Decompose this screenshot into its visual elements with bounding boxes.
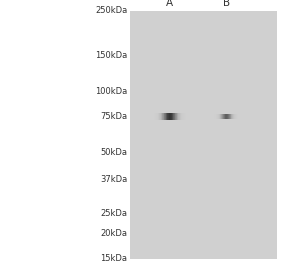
Bar	[168, 113, 169, 120]
Text: 25kDa: 25kDa	[100, 209, 127, 218]
Text: 50kDa: 50kDa	[100, 148, 127, 157]
Text: 100kDa: 100kDa	[95, 87, 127, 96]
Text: 250kDa: 250kDa	[95, 6, 127, 15]
Bar	[227, 114, 228, 120]
Text: 75kDa: 75kDa	[100, 112, 127, 121]
Bar	[158, 113, 159, 120]
Bar	[233, 114, 234, 120]
Bar	[187, 113, 188, 120]
Text: 150kDa: 150kDa	[95, 51, 127, 60]
Bar	[155, 113, 156, 120]
Bar	[160, 113, 161, 120]
Bar	[218, 114, 219, 120]
Text: 15kDa: 15kDa	[100, 254, 127, 263]
Bar	[171, 113, 172, 120]
Text: 37kDa: 37kDa	[100, 175, 127, 183]
Bar	[151, 113, 152, 120]
Bar	[216, 114, 217, 120]
Bar	[234, 114, 235, 120]
Bar	[153, 113, 154, 120]
Bar	[219, 114, 220, 120]
Bar	[225, 114, 226, 120]
Bar	[180, 113, 181, 120]
Bar	[186, 113, 187, 120]
Bar	[228, 114, 229, 120]
Bar	[236, 114, 237, 120]
Bar	[185, 113, 186, 120]
Bar	[178, 113, 179, 120]
Bar	[181, 113, 182, 120]
Bar	[217, 114, 218, 120]
Bar	[177, 113, 178, 120]
Text: B: B	[223, 0, 230, 8]
Bar	[152, 113, 153, 120]
Text: 20kDa: 20kDa	[100, 229, 127, 238]
Bar	[214, 114, 215, 120]
Bar	[231, 114, 232, 120]
Bar	[166, 113, 167, 120]
Bar	[163, 113, 164, 120]
Bar	[161, 113, 162, 120]
Bar	[213, 114, 214, 120]
Bar	[215, 114, 216, 120]
Bar	[154, 113, 155, 120]
Bar	[220, 114, 221, 120]
Bar	[156, 113, 157, 120]
Bar	[232, 114, 233, 120]
Bar	[167, 113, 168, 120]
Bar	[130, 11, 277, 259]
Bar	[157, 113, 158, 120]
Bar	[176, 113, 177, 120]
Bar	[169, 113, 170, 120]
Bar	[159, 113, 160, 120]
Bar	[230, 114, 231, 120]
Bar	[222, 114, 223, 120]
Bar	[174, 113, 175, 120]
Bar	[224, 114, 225, 120]
Bar	[221, 114, 222, 120]
Bar	[165, 113, 166, 120]
Bar	[226, 114, 227, 120]
Bar	[223, 114, 224, 120]
Bar	[235, 114, 236, 120]
Bar	[237, 114, 238, 120]
Bar	[162, 113, 163, 120]
Bar	[182, 113, 183, 120]
Bar	[173, 113, 174, 120]
Bar	[239, 114, 240, 120]
Bar	[164, 113, 165, 120]
Bar	[184, 113, 185, 120]
Bar	[172, 113, 173, 120]
Bar	[170, 113, 171, 120]
Text: A: A	[166, 0, 173, 8]
Bar	[179, 113, 180, 120]
Bar	[183, 113, 184, 120]
Bar	[238, 114, 239, 120]
Bar	[229, 114, 230, 120]
Bar	[175, 113, 176, 120]
